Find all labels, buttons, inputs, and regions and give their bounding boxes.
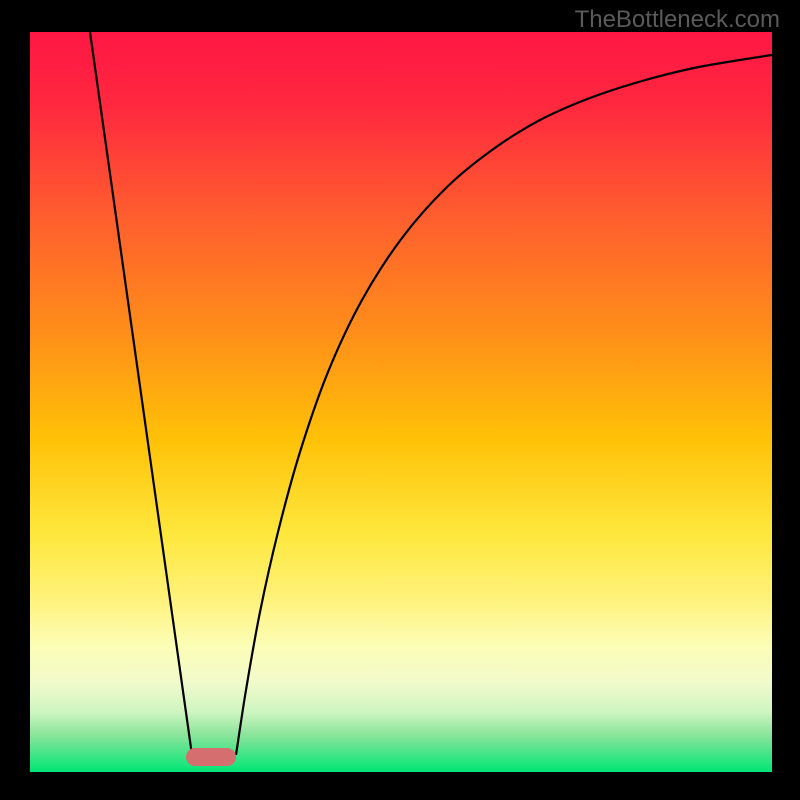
plot-svg: [30, 32, 772, 772]
plot-area: [30, 32, 772, 772]
chart-frame: TheBottleneck.com: [0, 0, 800, 800]
watermark-text: TheBottleneck.com: [575, 6, 780, 34]
optimal-marker: [186, 748, 236, 766]
